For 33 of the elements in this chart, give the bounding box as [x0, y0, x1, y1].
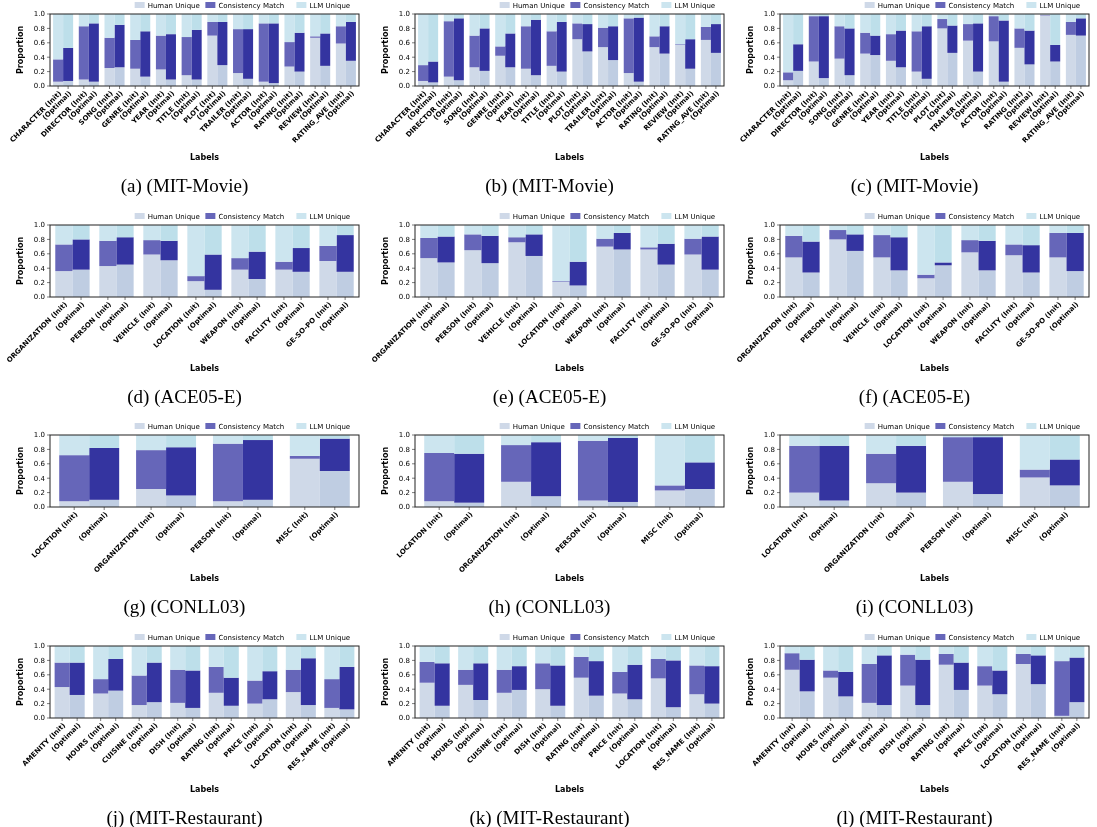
- x-axis-title: Labels: [189, 785, 220, 794]
- x-axis-title: Labels: [554, 574, 585, 583]
- text: (a) (MIT-Movie): [120, 175, 249, 197]
- y-axis-title: Proportion: [381, 25, 390, 75]
- y-axis-title: Proportion: [381, 236, 390, 286]
- text: (b) (MIT-Movie): [485, 175, 614, 197]
- y-axis-title: Proportion: [16, 25, 25, 75]
- y-axis-title: Proportion: [381, 657, 390, 707]
- text: (i) (CONLL03): [855, 596, 974, 618]
- x-axis-title: Labels: [919, 785, 950, 794]
- x-axis-title: Labels: [919, 153, 950, 162]
- text: (e) (ACE05-E): [492, 386, 607, 408]
- x-axis-title: Labels: [554, 364, 585, 373]
- y-axis-title: Proportion: [746, 236, 755, 286]
- text: (c) (MIT-Movie): [850, 175, 979, 197]
- x-axis-title: Labels: [919, 574, 950, 583]
- y-axis-title: Proportion: [16, 236, 25, 286]
- text: (f) (ACE05-E): [858, 386, 971, 408]
- y-axis-title: Proportion: [16, 446, 25, 496]
- y-axis-title: Proportion: [16, 657, 25, 707]
- y-axis-title: Proportion: [746, 446, 755, 496]
- x-axis-title: Labels: [189, 364, 220, 373]
- x-axis-title: Labels: [189, 574, 220, 583]
- y-axis-title: Proportion: [381, 446, 390, 496]
- x-axis-title: Labels: [554, 785, 585, 794]
- x-axis-title: Labels: [554, 153, 585, 162]
- text: (g) (CONLL03): [123, 596, 246, 618]
- y-axis-title: Proportion: [746, 25, 755, 75]
- x-axis-title: Labels: [189, 153, 220, 162]
- text: (d) (ACE05-E): [127, 386, 242, 408]
- text: (h) (CONLL03): [488, 596, 611, 618]
- x-axis-title: Labels: [919, 364, 950, 373]
- y-axis-title: Proportion: [746, 657, 755, 707]
